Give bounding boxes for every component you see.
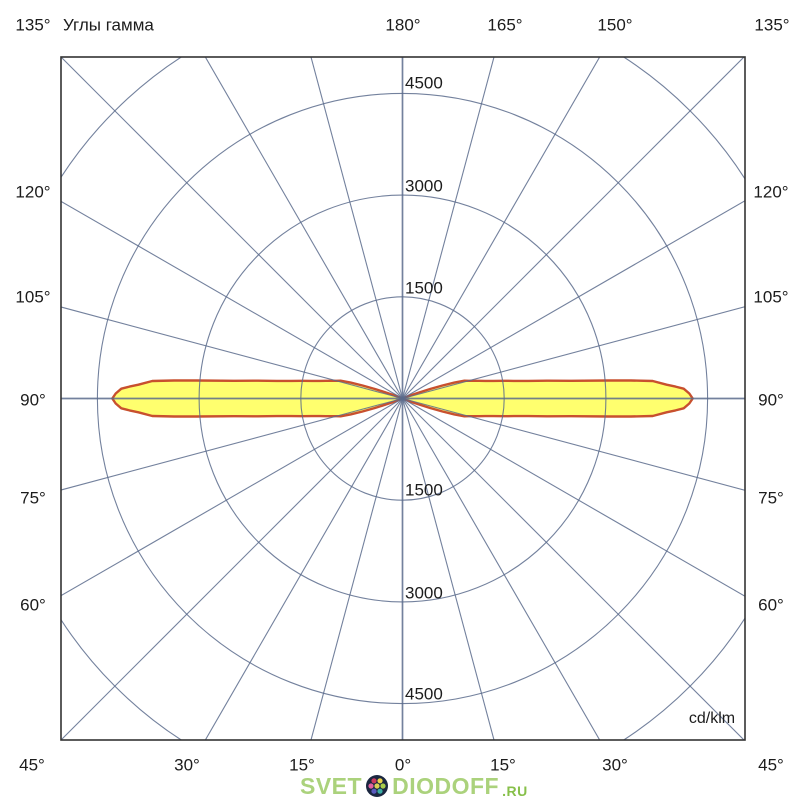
gamma-angle-label-left: 105°	[15, 287, 51, 307]
gamma-angle-label-bottom: 15°	[289, 755, 315, 775]
gamma-angle-label-left: 60°	[20, 595, 46, 615]
watermark-word-1: SVET	[300, 772, 363, 799]
watermark-tld: .RU	[502, 783, 528, 799]
chart-title: Углы гамма	[63, 15, 154, 35]
gamma-angle-label-bottom: 30°	[602, 755, 628, 775]
gamma-angle-label-right: 120°	[753, 182, 789, 202]
gamma-angle-label-bottom: 45°	[758, 755, 784, 775]
watermark-word-2: DIODOFF	[392, 772, 500, 799]
led-color-wheel-icon	[366, 775, 389, 797]
gamma-angle-label-bottom: 30°	[174, 755, 200, 775]
gamma-angle-label-bottom: 45°	[19, 755, 45, 775]
gamma-angle-label-right: 75°	[758, 488, 784, 508]
ring-value-label: 4500	[405, 73, 443, 93]
gamma-angle-label-top: 165°	[487, 15, 523, 35]
gamma-angle-label-right: 90°	[758, 390, 784, 410]
ring-value-label: 3000	[405, 176, 443, 196]
gamma-angle-label-bottom: 0°	[394, 755, 412, 775]
gamma-angle-label-top: 150°	[597, 15, 633, 35]
ring-value-label: 3000	[405, 583, 443, 603]
watermark: SVET DIODOFF .RU	[300, 772, 528, 800]
gamma-angle-label-bottom: 15°	[490, 755, 516, 775]
ring-value-label: 1500	[405, 278, 443, 298]
ring-value-label: 1500	[405, 480, 443, 500]
gamma-angle-label-right: 105°	[753, 287, 789, 307]
gamma-angle-label-right: 60°	[758, 595, 784, 615]
gamma-angle-label-top: 180°	[385, 15, 421, 35]
ring-value-label: 4500	[405, 684, 443, 704]
gamma-angle-label-left: 90°	[20, 390, 46, 410]
gamma-angle-label-top-left: 135°	[15, 15, 51, 35]
gamma-angle-label-top: 135°	[754, 15, 790, 35]
units-label: cd/klm	[688, 710, 736, 727]
gamma-angle-label-left: 120°	[15, 182, 51, 202]
gamma-angle-label-left: 75°	[20, 488, 46, 508]
